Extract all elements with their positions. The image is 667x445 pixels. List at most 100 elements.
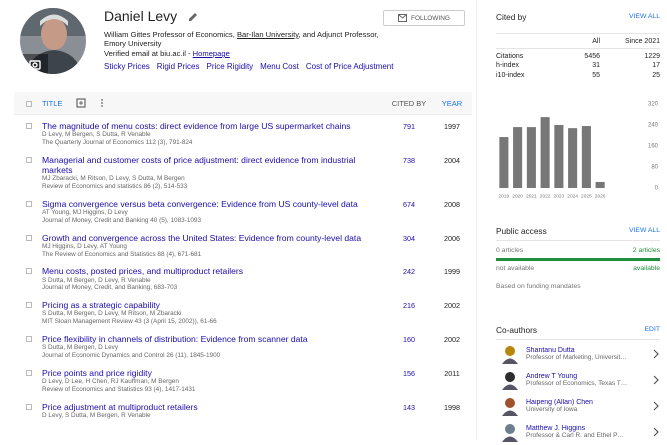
article-checkbox[interactable] [26, 403, 32, 410]
article-row: Sigma convergence versus beta convergenc… [14, 196, 472, 230]
follow-icon [397, 14, 407, 22]
interest-link[interactable]: Menu Cost [260, 62, 299, 71]
article-cited-by[interactable]: 304 [403, 233, 415, 243]
x-tick-label: 2019 [499, 193, 510, 199]
article-venue: Review of Economics and Statistics 93 (4… [42, 385, 196, 393]
coauthors-edit[interactable]: EDIT [644, 326, 660, 333]
article-title[interactable]: Price adjustment at multiproduct retaile… [42, 401, 198, 412]
interest-link[interactable]: Cost of Price Adjustment [305, 62, 394, 71]
affiliation-link[interactable]: Bar-Ilan University [236, 30, 299, 39]
article-checkbox[interactable] [26, 369, 32, 376]
stats-all: 31 [592, 62, 600, 70]
article-checkbox[interactable] [26, 123, 32, 129]
x-tick-label: 2025 [581, 193, 592, 199]
article-cited-by[interactable]: 156 [403, 368, 415, 378]
stats-all: 55 [592, 71, 600, 79]
homepage-link[interactable]: Homepage [192, 49, 230, 58]
chevron-icon[interactable] [652, 349, 660, 359]
article-title[interactable]: Managerial and customer costs of price a… [42, 154, 356, 175]
chevron-icon[interactable] [652, 375, 660, 385]
available-count[interactable]: 2 articles [632, 247, 660, 254]
chevron [653, 401, 659, 411]
access-bar [496, 258, 660, 261]
chevron-icon[interactable] [652, 401, 660, 411]
article-title[interactable]: The magnitude of menu costs: direct evid… [42, 121, 351, 131]
avatar-body [502, 384, 518, 390]
add-icon[interactable] [76, 98, 87, 108]
x-tick-label: 2024 [567, 193, 578, 199]
x-tick-label: 2022 [540, 193, 551, 199]
article-row: Growth and convergence across the United… [14, 230, 472, 264]
coauthor-name[interactable]: Matthew J. Higgins [526, 425, 586, 432]
article-cited-by[interactable]: 216 [403, 301, 415, 311]
column-label: Since 2021 [624, 37, 660, 45]
coauthor-affiliation: University of Iowa [526, 406, 578, 413]
avatar-head [505, 424, 515, 434]
article-checkbox[interactable] [26, 156, 32, 163]
x-tick-label: 2023 [554, 193, 565, 199]
article-cited-by[interactable]: 143 [403, 402, 415, 412]
article-title[interactable]: Menu costs, posted prices, and multiprod… [42, 266, 244, 277]
coauthor-avatar [502, 372, 518, 390]
interest-link[interactable]: Rigid Prices [156, 62, 200, 71]
article-venue: The Review of Economics and Statistics 8… [42, 250, 202, 258]
article-cited-by[interactable]: 738 [403, 155, 415, 165]
article-cited-by[interactable]: 674 [403, 199, 415, 209]
bar [526, 127, 536, 188]
not-available-count[interactable]: 0 articles [496, 247, 524, 254]
edit-icon[interactable] [188, 12, 198, 22]
article-title[interactable]: Sigma convergence versus beta convergenc… [42, 198, 358, 209]
stats-label: Citations [496, 53, 524, 61]
cited-by-view-all[interactable]: VIEW ALL [629, 13, 660, 20]
article-year: 2004 [444, 155, 460, 165]
sort-cited-by[interactable]: CITED BY [391, 98, 427, 108]
article-title[interactable]: Growth and convergence across the United… [42, 232, 362, 243]
article-authors: D Levy, S Dutta, M Bergen, R Venable [42, 411, 151, 419]
follow-button[interactable]: FOLLOWING [383, 10, 465, 26]
stats-label: i10-index [496, 71, 525, 79]
article-checkbox[interactable] [26, 234, 32, 241]
article-year: 2008 [444, 199, 460, 209]
article-cited-by[interactable]: 160 [403, 334, 415, 344]
interest-link[interactable]: Sticky Prices [104, 62, 150, 71]
chevron [653, 349, 659, 359]
article-title[interactable]: Price flexibility in channels of distrib… [42, 333, 308, 344]
affiliation-text: William Gittes Professor of Economics, [104, 30, 235, 39]
coauthor-name[interactable]: Andrew T Young [526, 373, 578, 380]
affiliation: William Gittes Professor of Economics, B… [104, 30, 394, 48]
interest-link[interactable]: Price Rigidity [206, 62, 254, 71]
article-title[interactable]: Price points and price rigidity [42, 367, 152, 378]
article-year: 1998 [444, 402, 460, 412]
avatar-head [505, 346, 515, 356]
chevron-icon[interactable] [652, 427, 660, 437]
article-body: Managerial and customer costs of price a… [42, 155, 386, 191]
follow-label: FOLLOWING [410, 14, 450, 22]
article-checkbox[interactable] [26, 268, 32, 275]
public-access-view-all[interactable]: VIEW ALL [629, 227, 660, 234]
coauthor-affiliation: Professor & Carl R. and Ethel P… [526, 432, 624, 439]
coauthor-name[interactable]: Shantanu Dutta [526, 347, 575, 354]
article-title[interactable]: Pricing as a strategic capability [42, 300, 160, 311]
article-year: 2002 [444, 301, 460, 311]
y-tick-label: 0 [655, 186, 659, 192]
article-cited-by[interactable]: 242 [403, 267, 415, 277]
article-authors: AT Young, MJ Higgins, D Levy [42, 209, 128, 216]
article-checkbox[interactable] [26, 200, 32, 207]
article-cited-by[interactable]: 791 [403, 122, 415, 131]
article-checkbox[interactable] [26, 302, 32, 309]
sort-title[interactable]: TITLE [42, 98, 63, 108]
y-tick-label: 160 [648, 144, 659, 150]
more-icon[interactable] [100, 98, 104, 108]
affiliation-text: , and Adjunct Professor, Emory Universit… [104, 30, 379, 48]
sort-year[interactable]: YEAR [441, 98, 463, 108]
select-all-checkbox[interactable] [26, 101, 32, 107]
separator [496, 240, 660, 241]
bar [540, 117, 550, 188]
coauthor-name[interactable]: Haipeng (Allan) Chen [526, 399, 593, 406]
profile-photo [20, 8, 86, 74]
x-tick-label: 2026 [595, 193, 606, 199]
not-available-label: not available [496, 265, 535, 272]
article-year: 1997 [444, 122, 460, 131]
article-checkbox[interactable] [26, 335, 32, 342]
